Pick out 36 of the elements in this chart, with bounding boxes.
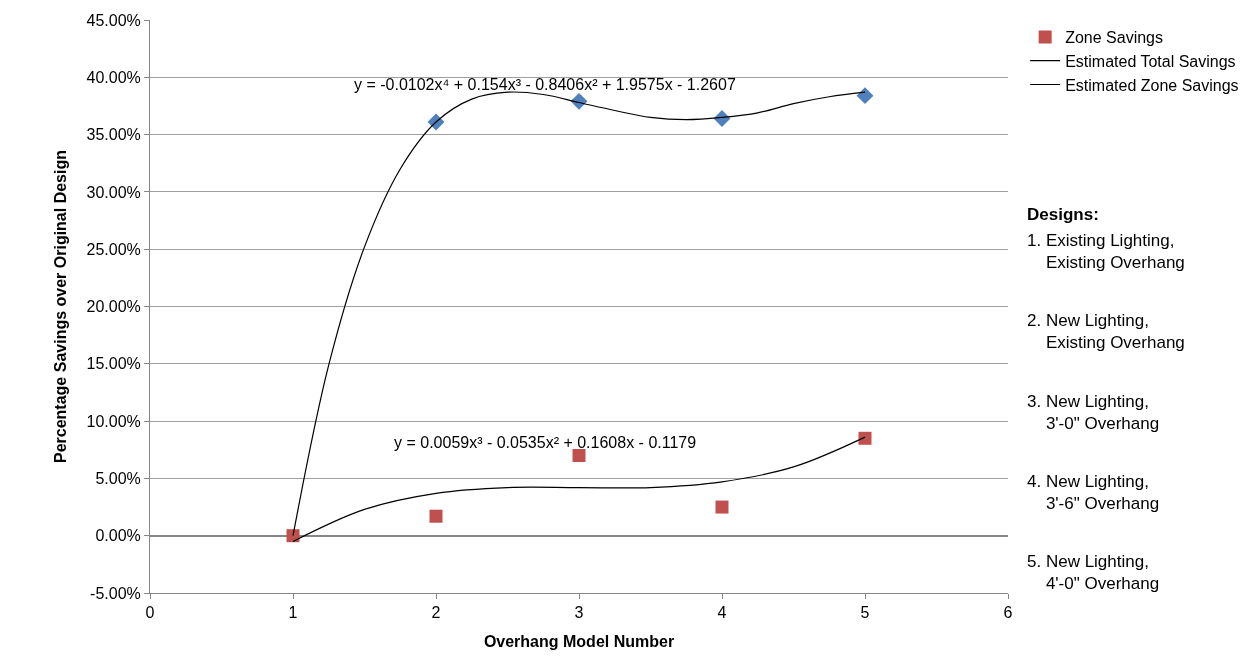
y-tick-label: 30.00%	[86, 183, 141, 201]
x-tick-label: 5	[860, 604, 870, 622]
text: 5. New Lighting, 4'-0" Overhang	[1027, 552, 1160, 594]
point	[715, 500, 729, 514]
x-tick-label: 6	[1003, 604, 1013, 622]
x-tick-label: 0	[145, 604, 155, 622]
text: 3. New Lighting, 3'-0" Overhang	[1027, 392, 1160, 434]
x-tick-label: 4	[717, 604, 727, 622]
point	[856, 87, 874, 105]
legend-label: Estimated Zone Savings	[1065, 76, 1239, 94]
x-tick-label: 3	[574, 604, 584, 622]
x-axis-title: Overhang Model Number	[483, 632, 675, 650]
legend-label: Estimated Total Savings	[1065, 52, 1236, 70]
point	[429, 509, 443, 523]
text: 2. New Lighting, Existing Overhang	[1027, 311, 1185, 353]
y-tick-label: 40.00%	[86, 68, 141, 86]
x-tick-label: 2	[431, 604, 441, 622]
point	[858, 431, 872, 445]
annotation: y = -0.0102x⁴ + 0.154x³ - 0.8406x² + 1.9575x - 1.2607	[354, 76, 736, 93]
y-tick-label: 45.00%	[86, 11, 141, 29]
y-tick-label: 25.00%	[86, 240, 141, 258]
y-tick-label: 15.00%	[86, 355, 141, 373]
y-tick-label: 5.00%	[95, 470, 141, 487]
y-tick-label: -5.00%	[90, 584, 141, 602]
y-tick-label: 10.00%	[86, 412, 141, 430]
legend-label: Zone Savings	[1065, 29, 1163, 47]
y-tick-label: 35.00%	[86, 126, 141, 144]
text: Designs:	[1027, 205, 1099, 224]
y-axis-title: Percentage Savings over Original Design	[52, 150, 70, 463]
annotation: y = 0.0059x³ - 0.0535x² + 0.1608x - 0.1179	[394, 434, 697, 451]
text: 4. New Lighting, 3'-6" Overhang	[1027, 472, 1160, 514]
text: 1. Existing Lighting, Existing Overhang	[1027, 231, 1185, 273]
point	[572, 448, 586, 462]
y-tick-label: 20.00%	[86, 298, 141, 316]
y-tick-label: 0.00%	[95, 527, 141, 545]
x-tick-label: 1	[288, 604, 298, 622]
